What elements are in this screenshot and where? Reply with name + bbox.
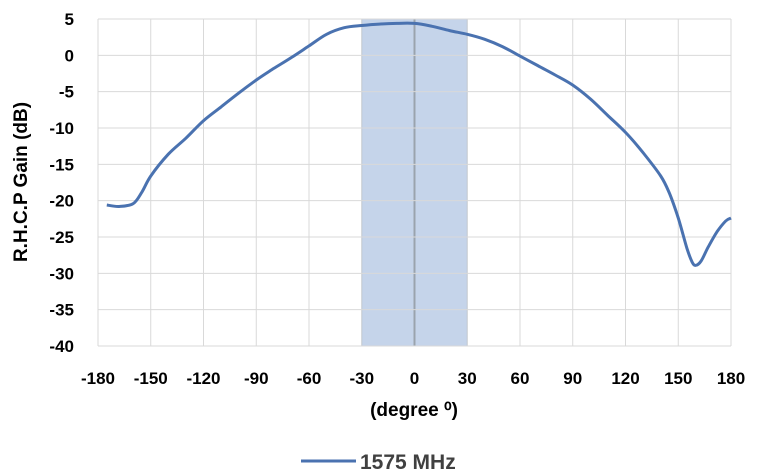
x-axis-ticks: -180 -150 -120 -90 -60 -30 0 30 60 90 120 150 180: [81, 369, 745, 388]
y-tick-label: -30: [49, 264, 74, 283]
x-tick-label: 90: [563, 369, 582, 388]
x-tick-label: -180: [81, 369, 115, 388]
y-tick-label: -5: [59, 83, 74, 102]
x-tick-label: 0: [410, 369, 419, 388]
y-axis-title: R.H.C.P Gain (dB): [11, 102, 32, 262]
x-tick-label: -90: [244, 369, 269, 388]
y-tick-label: -10: [49, 119, 74, 138]
x-tick-label: -60: [297, 369, 322, 388]
y-axis-ticks: 5 0 -5 -10 -15 -20 -25 -30 -35 -40: [49, 10, 74, 356]
x-tick-label: 180: [717, 369, 745, 388]
legend-label-1575-mhz: 1575 MHz: [360, 451, 456, 470]
x-tick-label: -30: [349, 369, 374, 388]
y-tick-label: -20: [49, 192, 74, 211]
y-tick-label: -40: [49, 337, 74, 356]
series-line-1575-mhz: [106, 21, 732, 267]
x-tick-label: -120: [186, 369, 220, 388]
y-tick-label: 0: [65, 46, 74, 65]
x-tick-label: -150: [134, 369, 168, 388]
y-tick-label: -15: [49, 155, 74, 174]
legend: 1575 MHz: [301, 451, 456, 470]
x-tick-label: 60: [511, 369, 530, 388]
x-axis-title: (degree ⁰): [370, 400, 458, 421]
y-tick-label: -25: [49, 228, 74, 247]
y-tick-label: 5: [65, 10, 74, 29]
grid: [97, 18, 732, 347]
x-tick-label: 120: [611, 369, 639, 388]
y-tick-label: -35: [49, 301, 74, 320]
x-tick-label: 30: [458, 369, 477, 388]
x-tick-label: 150: [664, 369, 692, 388]
series-layer: [106, 21, 732, 267]
